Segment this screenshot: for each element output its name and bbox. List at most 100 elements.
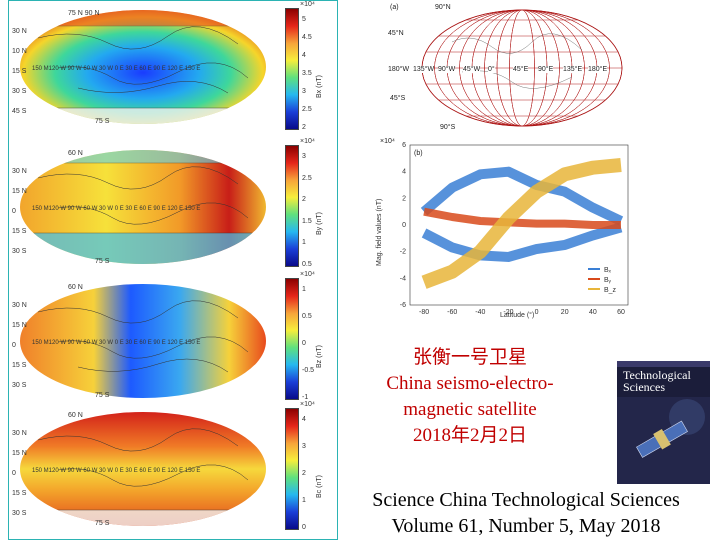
journal-cover-image: Technological Sciences (617, 361, 710, 484)
colorbar-tick-bz: 0 (302, 340, 306, 347)
colorbar-exp-bx: ×10⁴ (300, 1, 315, 8)
colorbar-tick-bz: -0.5 (302, 367, 315, 374)
colorbar-tick-bx: 2.5 (302, 106, 312, 113)
legend-label: B_z (604, 287, 617, 294)
x-tick-label: 20 (561, 309, 569, 316)
colorbar-tick-by: 1 (302, 239, 306, 247)
lat-label-bc: 30 N (12, 430, 27, 437)
lat-bottom-by: 75 S (95, 258, 110, 265)
figure-a-lat-label: 90°N (435, 4, 451, 11)
x-tick-label: -80 (419, 309, 429, 316)
figure-a-lon-label: 135°E (563, 66, 583, 73)
lat-top-by: 60 N (68, 150, 83, 157)
figure-b-label: (b) (414, 150, 423, 157)
colorbar-tick-bc: 4 (302, 416, 306, 423)
figure-a-lon-label: 90°E (538, 66, 554, 73)
colorbar-tick-bz: -1 (302, 394, 309, 401)
legend-label: Bₓ (604, 267, 612, 274)
colorbar-tick-bx: 2 (302, 124, 306, 131)
y-tick-label: 6 (402, 142, 406, 149)
caption-line-3: magnetic satellite (403, 399, 537, 420)
x-tick-label: -60 (447, 309, 457, 316)
x-tick-label: -20 (503, 309, 513, 316)
lat-label-bz: 15 N (12, 322, 27, 329)
lat-top-bx: 75 N 90 N (68, 10, 100, 17)
lat-label-bz: 30 N (12, 302, 27, 309)
y-tick-label: 2 (402, 195, 406, 202)
figure-a-label: (a) (390, 4, 399, 11)
colorbar-tick-by: 3 (302, 153, 306, 160)
lon-row-bz: 150 M120 W 90 W 60 W 30 W 0 E 30 E 60 E … (32, 340, 201, 346)
lat-label-bx: 30 S (12, 88, 27, 95)
x-tick-label: -40 (475, 309, 485, 316)
bc-map-graphic (20, 412, 266, 526)
lat-label-bx: 30 N (12, 28, 27, 35)
bx-map-graphic (20, 10, 266, 124)
colorbar-label-bz: Bz (nT) (316, 345, 323, 368)
caption-line-1: 张衡一号卫星 (412, 347, 527, 368)
figure-b-ylabel: Mag. field values (nT) (376, 198, 383, 266)
lat-label-bc: 15 N (12, 450, 27, 457)
x-tick-label: 60 (617, 309, 625, 316)
figure-a-lon-label: 90°W (438, 66, 456, 73)
figure-b-exp: ×10⁴ (380, 138, 395, 145)
by-colorbar (285, 145, 299, 267)
colorbar-tick-by: 2.5 (302, 174, 312, 182)
colorbar-tick-bc: 1 (302, 497, 306, 504)
colorbar-tick-bz: 1 (302, 286, 306, 293)
bc-colorbar (285, 408, 299, 530)
lat-label-by: 15 N (12, 188, 27, 195)
series-line-0 (420, 166, 624, 226)
colorbar-exp-bz: ×10⁴ (300, 271, 315, 278)
lon-row-by: 150 M120 W 90 W 60 W 30 W 0 E 30 E 60 E … (32, 206, 201, 212)
satellite-icon (617, 397, 710, 484)
lat-label-bx: 15 S (12, 68, 27, 75)
lon-row-bx: 150 M120 W 90 W 60 W 30 W 0 E 30 E 60 E … (32, 66, 201, 72)
caption-line-4: 2018年2月2日 (412, 425, 527, 446)
colorbar-tick-by: 0.5 (302, 261, 312, 268)
lat-bottom-bx: 75 S (95, 118, 110, 125)
colorbar-tick-bz: 0.5 (302, 313, 312, 320)
lat-label-by: 15 S (12, 228, 27, 235)
colorbar-exp-bc: ×10⁴ (300, 401, 315, 408)
lat-label-by: 30 N (12, 168, 27, 175)
lat-label-by: 0 (12, 208, 16, 215)
bz-map-graphic (20, 284, 266, 398)
figure-a-lon-label: 135°W (413, 66, 435, 73)
y-tick-label: -4 (400, 275, 406, 282)
series-line-bx-lower (421, 222, 623, 263)
by-map-graphic (20, 150, 266, 264)
colorbar-tick-by: 2 (302, 196, 306, 204)
x-tick-label: 40 (589, 309, 597, 316)
figure-a-lon-label: 45°W (463, 66, 481, 73)
colorbar-tick-bc: 0 (302, 524, 306, 531)
figure-a-lat-label: 90°S (440, 124, 456, 131)
figure-a-lon-label: 0° (488, 66, 495, 73)
source-line-1: Science China Technological Sciences (372, 489, 680, 511)
colorbar-label-bc: Bc (nT) (316, 475, 323, 498)
lat-bottom-bc: 75 S (95, 520, 110, 527)
colorbar-tick-bc: 3 (302, 443, 306, 450)
colorbar-tick-by: 1.5 (302, 217, 312, 225)
cover-top-band (617, 361, 710, 367)
colorbar-tick-bx: 3 (302, 88, 306, 95)
colorbar-tick-bc: 2 (302, 470, 306, 477)
colorbar-label-by: By (nT) (316, 212, 323, 235)
y-tick-label: 0 (402, 222, 406, 229)
lat-label-bz: 0 (12, 342, 16, 349)
figure-a-lat-label: 45°S (390, 95, 406, 102)
lat-label-by: 30 S (12, 248, 27, 255)
colorbar-exp-by: ×10⁴ (300, 138, 315, 145)
source-line-2: Volume 61, Number 5, May 2018 (391, 515, 661, 537)
lat-label-bc: 15 S (12, 490, 27, 497)
series-line-1 (423, 207, 621, 229)
lat-label-bz: 30 S (12, 382, 27, 389)
y-tick-label: 4 (402, 169, 406, 176)
colorbar-tick-bx: 3.5 (302, 70, 312, 77)
figure-a-lon-label: 180°W (388, 66, 410, 73)
y-tick-label: -2 (400, 249, 406, 256)
caption-line-2: China seismo-electro- (386, 373, 554, 394)
colorbar-tick-bx: 5 (302, 16, 306, 23)
lat-label-bx: 10 N (12, 48, 27, 55)
